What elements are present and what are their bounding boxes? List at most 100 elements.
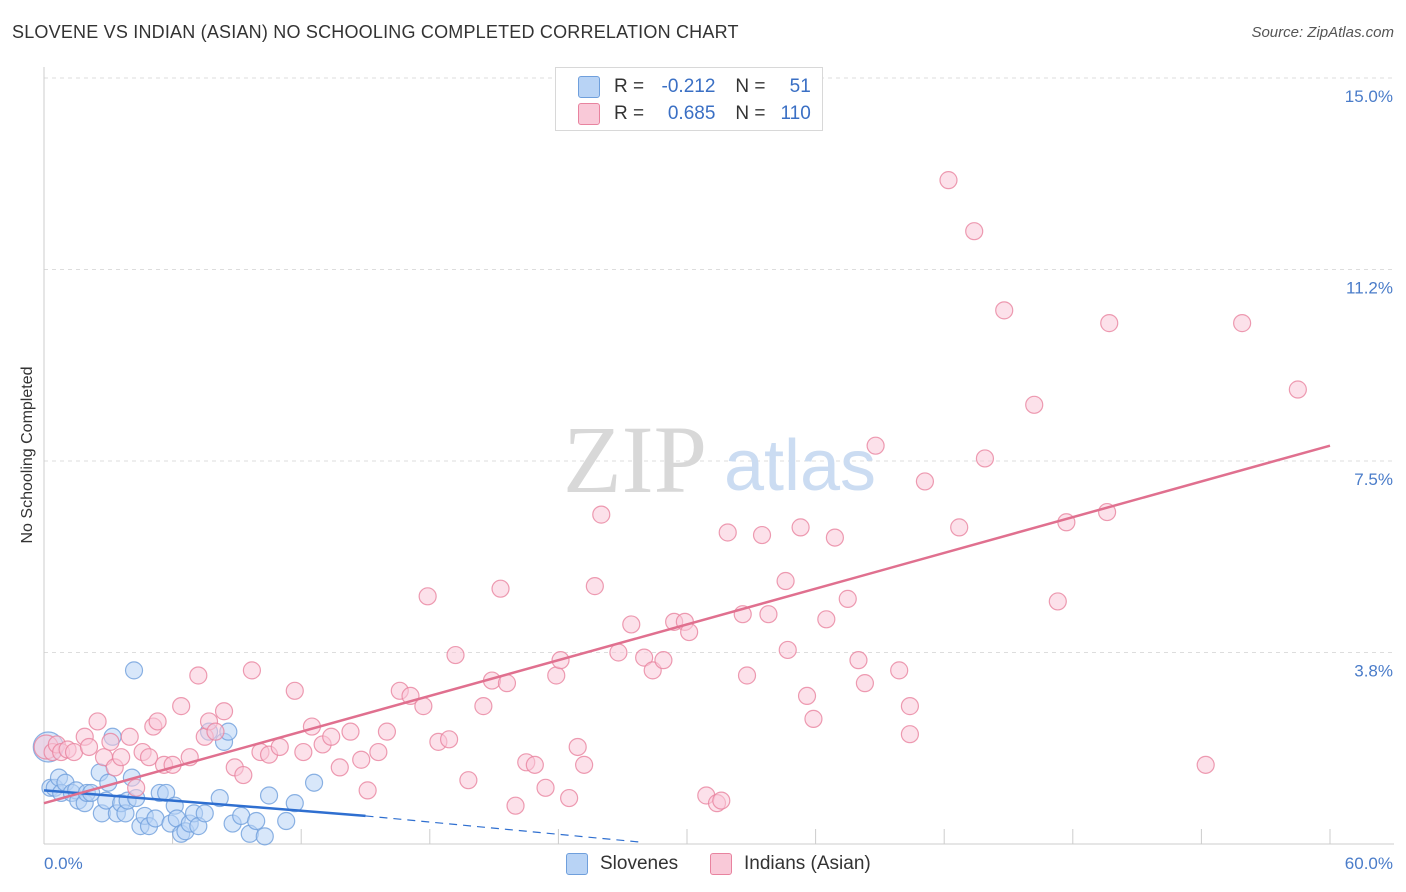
legend-row-indians: R = 0.685 N = 110 (578, 101, 811, 127)
point-indians (377, 722, 397, 741)
point-indians (804, 709, 823, 728)
legend-r-value-indians: 0.685 (667, 103, 716, 124)
watermark-atlas: atlas (724, 426, 876, 506)
series-indians-points (33, 171, 1307, 815)
point-indians (525, 755, 544, 774)
point-indians (547, 666, 566, 685)
bottom-legend-slovenes: Slovenes (566, 852, 678, 876)
point-indians (491, 579, 510, 598)
point-indians (975, 449, 995, 468)
trend-lines (43, 444, 1331, 844)
axes (43, 67, 1394, 845)
point-indians (1025, 395, 1044, 414)
legend-n-label: N = (735, 76, 766, 97)
point-indians (439, 730, 459, 749)
point-indians (206, 722, 225, 741)
point-indians (285, 681, 304, 700)
point-indians (585, 577, 604, 596)
y-tick-label: 11.2% (1346, 279, 1393, 298)
watermark-zip: ZIP (563, 406, 707, 513)
point-indians (330, 758, 349, 777)
point-indians (536, 778, 555, 797)
point-slovenes (247, 811, 266, 831)
point-indians (341, 722, 360, 741)
point-indians (459, 771, 478, 790)
point-slovenes (210, 788, 229, 808)
y-tick-label: 15.0% (1345, 87, 1393, 106)
bottom-legend-swatch-slovenes (566, 853, 588, 875)
point-indians (797, 686, 817, 706)
point-indians (1196, 755, 1215, 774)
point-indians (609, 643, 628, 662)
bottom-legend-swatch-indians (710, 853, 732, 875)
point-indians (88, 712, 107, 731)
point-indians (418, 587, 437, 606)
point-indians (855, 674, 874, 693)
legend-r-label: R = (614, 103, 645, 124)
point-indians (139, 748, 159, 767)
trend-line-indians (43, 444, 1331, 805)
point-indians (474, 697, 493, 716)
point-indians (294, 742, 313, 762)
point-indians (752, 525, 772, 545)
point-indians (322, 727, 341, 746)
point-indians (506, 796, 525, 815)
point-indians (446, 645, 465, 665)
point-indians (622, 615, 641, 634)
point-indians (866, 436, 885, 455)
grid (44, 77, 1394, 653)
point-indians (995, 301, 1014, 320)
legend-swatch-slovenes (578, 76, 600, 98)
point-indians (1048, 592, 1067, 611)
point-indians (592, 505, 611, 524)
point-indians (101, 732, 120, 751)
point-slovenes (285, 794, 304, 813)
point-indians (148, 712, 167, 731)
point-indians (369, 742, 388, 762)
point-indians (1100, 314, 1119, 333)
y-tick-label: 3.8% (1354, 662, 1393, 681)
chart-source: Source: ZipAtlas.com (1251, 24, 1394, 41)
point-indians (759, 605, 778, 624)
legend-row-slovenes: R = -0.212 N = 51 (578, 74, 811, 100)
legend-r-value-slovenes: -0.212 (661, 76, 716, 97)
point-indians (965, 222, 984, 241)
bottom-legend-label-indians: Indians (Asian) (744, 853, 871, 874)
point-indians (890, 661, 909, 680)
point-indians (939, 171, 958, 190)
legend-n-value-slovenes: 51 (789, 76, 811, 97)
point-indians (214, 702, 234, 721)
point-indians (635, 648, 654, 667)
bottom-legend-label-slovenes: Slovenes (600, 853, 679, 874)
point-indians (900, 697, 920, 716)
point-indians (234, 765, 253, 785)
point-indians (568, 737, 587, 757)
legend-box: R = -0.212 N = 51 R = 0.685 N = 110 (555, 67, 823, 131)
point-indians (718, 523, 737, 542)
point-indians (791, 518, 810, 537)
point-indians (352, 750, 371, 769)
legend-swatch-indians (578, 103, 600, 125)
point-indians (112, 748, 131, 767)
point-slovenes (259, 786, 279, 805)
point-slovenes (277, 811, 296, 831)
trend-line-slovenes-extension (365, 815, 645, 844)
point-indians (776, 571, 795, 591)
y-tick-label: 7.5% (1354, 470, 1393, 489)
point-indians (950, 518, 969, 537)
point-indians (242, 661, 262, 680)
legend-r-label: R = (614, 76, 645, 97)
x-tick-label-max: 60.0% (1345, 854, 1393, 873)
point-indians (825, 528, 844, 547)
point-indians (120, 727, 139, 746)
point-indians (778, 640, 797, 660)
point-slovenes (255, 827, 274, 846)
trend-line-slovenes (43, 789, 366, 818)
point-indians (737, 666, 757, 685)
point-indians (575, 755, 594, 774)
point-slovenes (304, 773, 324, 792)
point-indians (172, 697, 191, 716)
point-slovenes (195, 804, 214, 823)
point-indians (838, 589, 857, 608)
point-indians (915, 472, 935, 491)
